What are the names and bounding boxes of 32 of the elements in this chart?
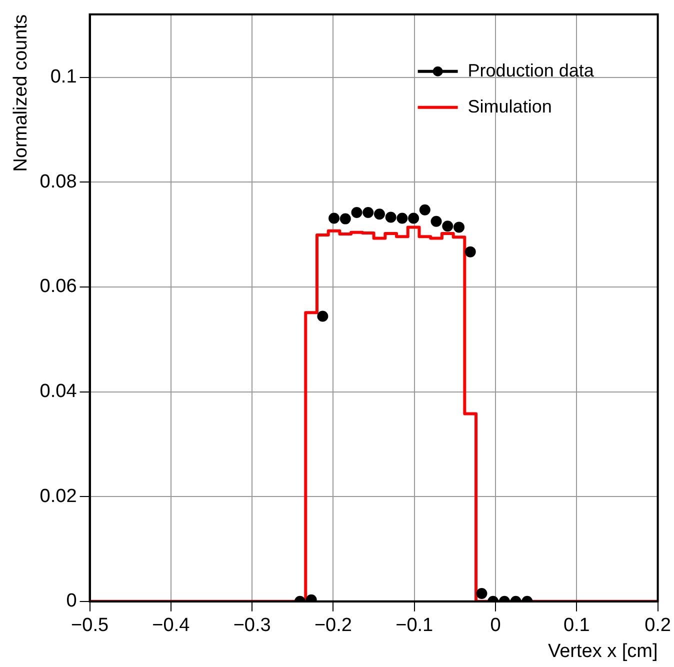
legend-label: Simulation: [468, 96, 552, 116]
x-tick-label: 0.2: [644, 615, 672, 636]
y-tick-label: 0: [66, 590, 77, 612]
x-tick-label: −0.5: [71, 615, 109, 636]
x-tick-label: −0.2: [314, 615, 352, 636]
point: [317, 310, 328, 322]
point: [340, 213, 351, 224]
x-tick-label: 0.1: [563, 615, 590, 636]
point: [396, 212, 408, 224]
x-tick-label: −0.1: [396, 615, 434, 636]
x-tick-label: −0.3: [233, 615, 271, 636]
point: [419, 204, 430, 216]
x-tick-label: 0: [490, 615, 501, 636]
y-tick-label: 0.08: [40, 171, 77, 192]
y-axis-title: Normalized counts: [10, 14, 32, 172]
point: [464, 246, 476, 258]
point: [453, 222, 464, 233]
point: [408, 212, 420, 224]
y-tick-label: 0.02: [40, 486, 77, 507]
point: [351, 207, 362, 218]
point: [362, 207, 374, 218]
point: [430, 216, 442, 227]
y-tick-label: 0.04: [40, 380, 78, 402]
point: [374, 208, 385, 220]
point: [328, 212, 340, 224]
x-axis-title: Vertex x [cm]: [548, 640, 658, 662]
y-tick-label: 0.06: [40, 276, 77, 298]
y-tick-label: 0.1: [50, 66, 77, 88]
legend-label: Production data: [468, 60, 595, 80]
point: [385, 212, 396, 223]
point: [442, 220, 454, 232]
x-tick-label: −0.4: [152, 615, 190, 636]
